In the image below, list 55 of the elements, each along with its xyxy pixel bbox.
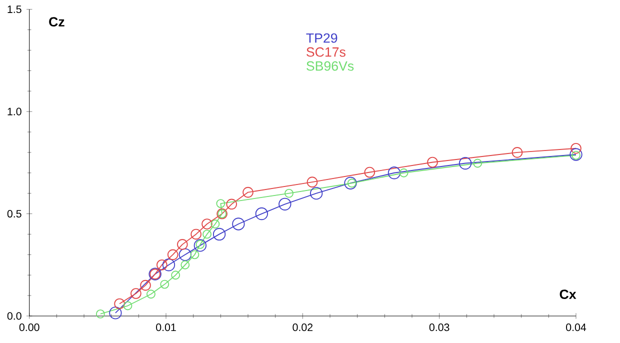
x-tick-label: 0.01 (156, 324, 176, 332)
point (190, 228, 202, 240)
point (114, 298, 125, 310)
point (160, 280, 170, 289)
point (202, 230, 212, 239)
text: TP29 (306, 34, 338, 43)
point (232, 218, 245, 230)
x-tick-label: 0.02 (292, 324, 313, 332)
point (226, 198, 238, 210)
point (512, 147, 523, 158)
point (255, 208, 268, 220)
text: SC17s (306, 47, 346, 57)
point (130, 288, 142, 300)
y-axis-title: Cz (49, 17, 64, 27)
point (162, 258, 176, 272)
point (178, 248, 192, 262)
point (180, 260, 190, 270)
point (570, 143, 582, 154)
point (278, 198, 292, 211)
y-tick-label: 1.0 (8, 108, 22, 116)
point (284, 189, 294, 198)
point (216, 199, 226, 208)
point (458, 157, 472, 170)
point (123, 301, 132, 310)
point (177, 239, 188, 250)
y-tick-label: 0.0 (7, 312, 22, 320)
point (96, 310, 105, 319)
x-tick-label: 0.04 (566, 324, 586, 332)
point (427, 157, 438, 168)
point (156, 260, 168, 270)
point (167, 249, 178, 260)
point (194, 239, 207, 252)
point (399, 168, 408, 178)
point (310, 187, 323, 200)
point (109, 306, 122, 320)
point (306, 176, 318, 188)
point (210, 220, 220, 229)
point (190, 250, 200, 260)
point (344, 176, 357, 190)
point (146, 290, 156, 299)
point (171, 270, 180, 280)
point (212, 228, 226, 241)
point (364, 167, 376, 178)
point (202, 218, 212, 230)
y-tick-label: 1.5 (8, 6, 22, 14)
point (140, 280, 151, 291)
point (388, 166, 401, 180)
x-tick-label: 0.03 (429, 324, 450, 332)
text: SB96Vs (306, 61, 354, 71)
x-tick-label: 0.00 (19, 324, 40, 332)
point (242, 187, 254, 198)
x-axis-title: Cx (560, 290, 576, 300)
point (570, 148, 582, 161)
point (473, 158, 482, 168)
y-tick-label: 0.5 (7, 210, 22, 218)
